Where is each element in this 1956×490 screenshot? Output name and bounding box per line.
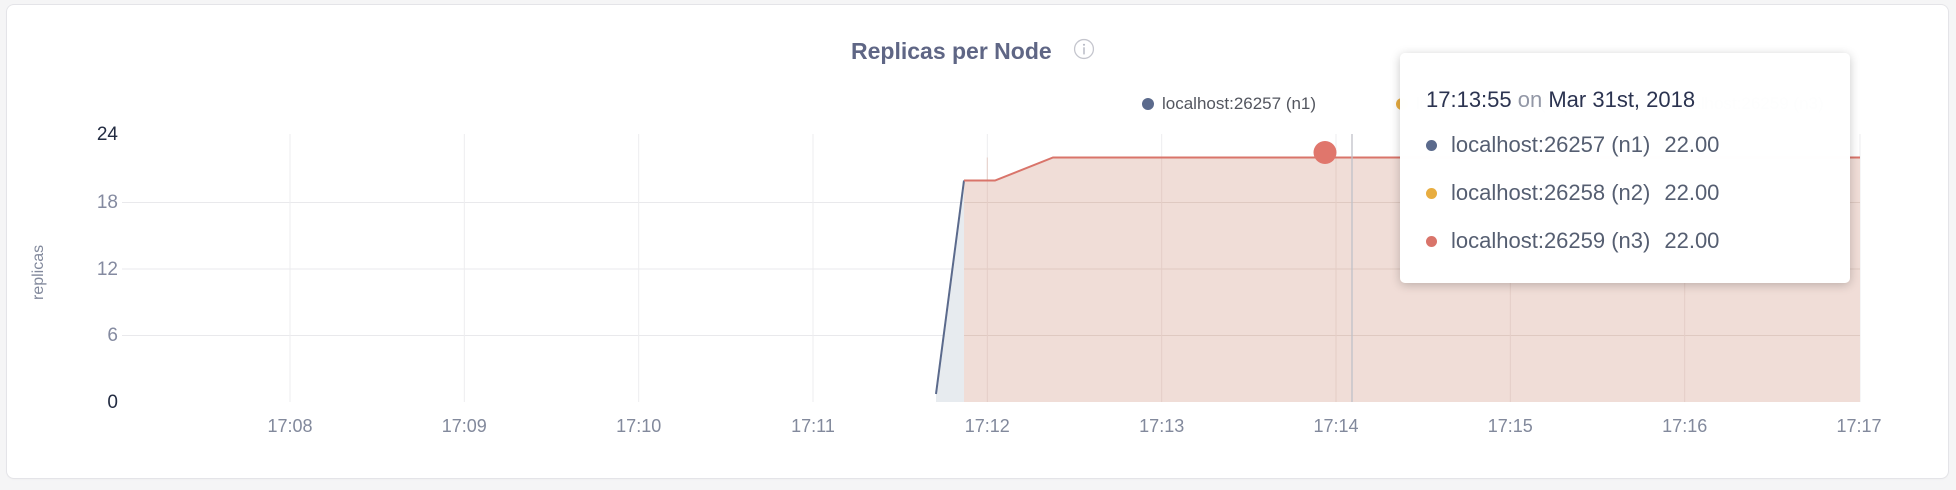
svg-text:17:14: 17:14 [1313, 416, 1358, 436]
svg-text:17:16: 17:16 [1662, 416, 1707, 436]
svg-text:17:09: 17:09 [442, 416, 487, 436]
svg-text:17:13: 17:13 [1139, 416, 1184, 436]
svg-text:18: 18 [97, 192, 118, 213]
svg-text:17:12: 17:12 [965, 416, 1010, 436]
svg-text:6: 6 [107, 325, 118, 346]
svg-text:17:10: 17:10 [616, 416, 661, 436]
svg-text:17:08: 17:08 [267, 416, 312, 436]
svg-text:17:17: 17:17 [1836, 416, 1881, 436]
svg-text:24: 24 [97, 124, 119, 145]
svg-text:0: 0 [107, 392, 118, 413]
svg-text:17:11: 17:11 [791, 416, 835, 436]
svg-text:12: 12 [97, 259, 118, 280]
svg-text:17:15: 17:15 [1488, 416, 1533, 436]
